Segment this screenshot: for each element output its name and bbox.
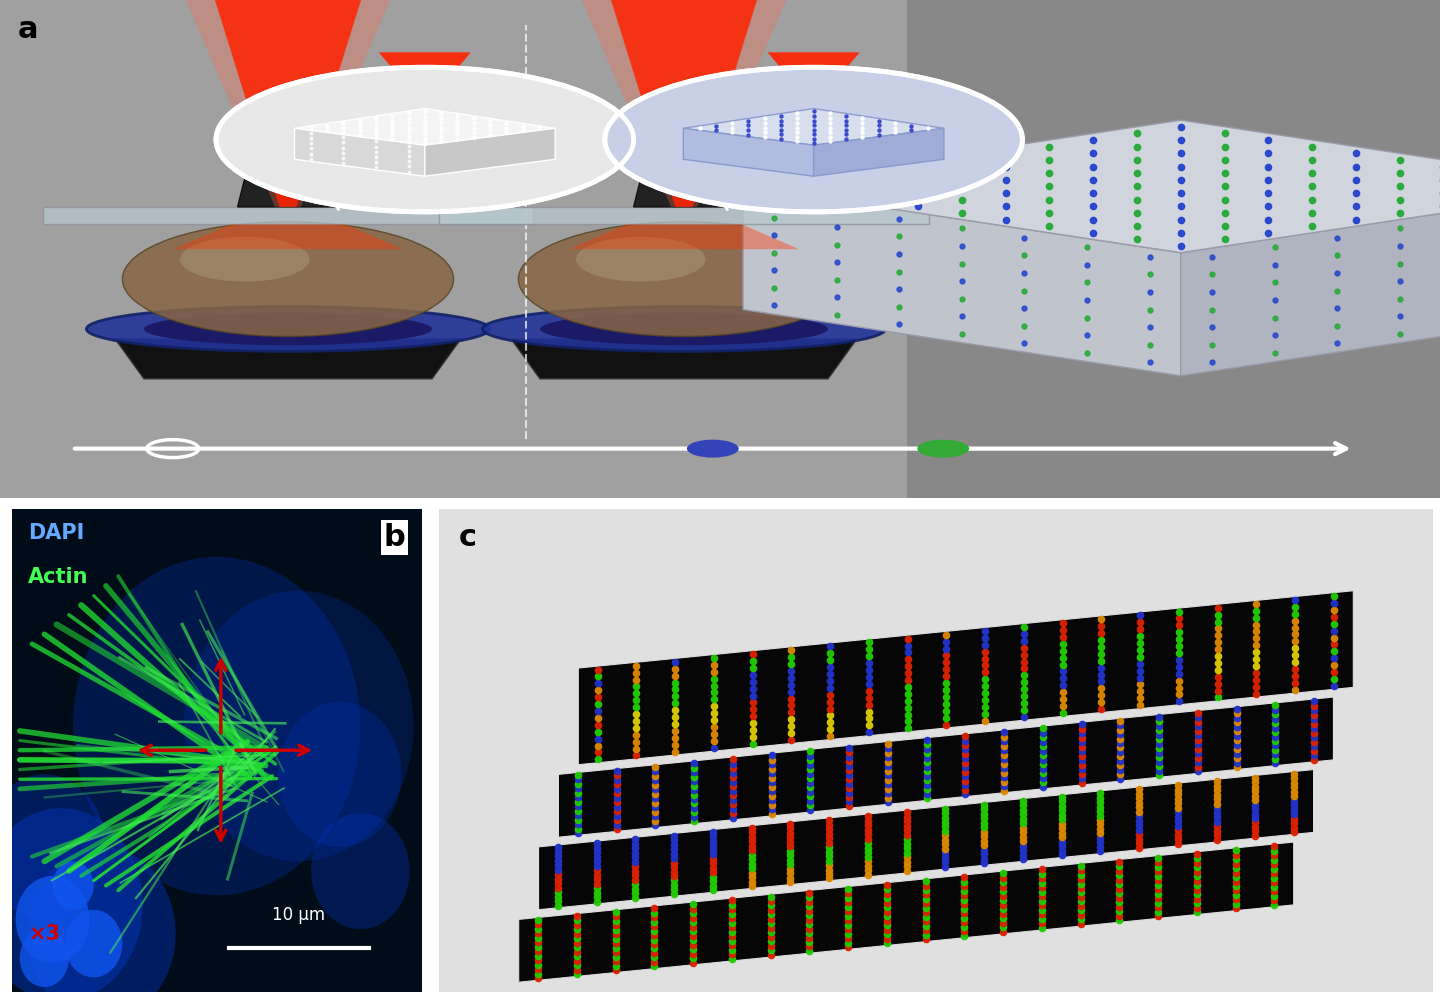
Polygon shape (579, 591, 1354, 764)
Circle shape (518, 222, 850, 336)
Polygon shape (684, 128, 814, 176)
Polygon shape (379, 52, 471, 100)
Text: ×3: ×3 (27, 923, 60, 944)
Bar (907, 0, 1440, 498)
Text: DAPI: DAPI (27, 523, 84, 543)
Polygon shape (209, 0, 367, 206)
Circle shape (0, 809, 143, 1002)
Text: 10 μm: 10 μm (272, 906, 325, 924)
Circle shape (180, 237, 310, 282)
Polygon shape (539, 769, 1313, 909)
Polygon shape (425, 128, 554, 176)
Ellipse shape (540, 313, 828, 345)
Circle shape (687, 440, 739, 457)
Circle shape (184, 591, 413, 861)
Polygon shape (814, 128, 943, 176)
Polygon shape (559, 697, 1333, 837)
Polygon shape (569, 225, 799, 249)
Polygon shape (518, 842, 1293, 982)
Ellipse shape (144, 313, 432, 345)
Bar (0, 0, 907, 498)
Text: a: a (17, 15, 37, 44)
Circle shape (311, 813, 409, 929)
Polygon shape (605, 0, 763, 206)
Polygon shape (295, 128, 425, 176)
Circle shape (65, 909, 122, 978)
Circle shape (53, 861, 94, 909)
Polygon shape (295, 109, 554, 145)
Text: b: b (383, 523, 406, 552)
Circle shape (27, 847, 176, 1007)
Polygon shape (684, 109, 943, 145)
Polygon shape (43, 206, 533, 225)
Polygon shape (177, 0, 399, 206)
Circle shape (73, 557, 360, 895)
Polygon shape (238, 150, 338, 206)
Circle shape (278, 702, 402, 847)
Text: c: c (459, 523, 477, 552)
Text: Actin: Actin (27, 567, 88, 586)
Polygon shape (511, 339, 857, 379)
Polygon shape (573, 0, 795, 206)
Polygon shape (743, 120, 1440, 253)
Ellipse shape (86, 306, 490, 351)
Polygon shape (1181, 186, 1440, 376)
Circle shape (16, 876, 89, 963)
Polygon shape (115, 339, 461, 379)
Circle shape (0, 774, 107, 919)
Polygon shape (173, 225, 403, 249)
Circle shape (20, 929, 69, 987)
Polygon shape (768, 52, 860, 100)
Polygon shape (743, 186, 1181, 376)
Circle shape (122, 222, 454, 336)
Circle shape (576, 237, 706, 282)
Circle shape (216, 67, 634, 211)
Circle shape (917, 440, 969, 457)
Ellipse shape (482, 306, 886, 351)
Circle shape (605, 67, 1022, 211)
Polygon shape (634, 150, 734, 206)
Polygon shape (439, 206, 929, 225)
